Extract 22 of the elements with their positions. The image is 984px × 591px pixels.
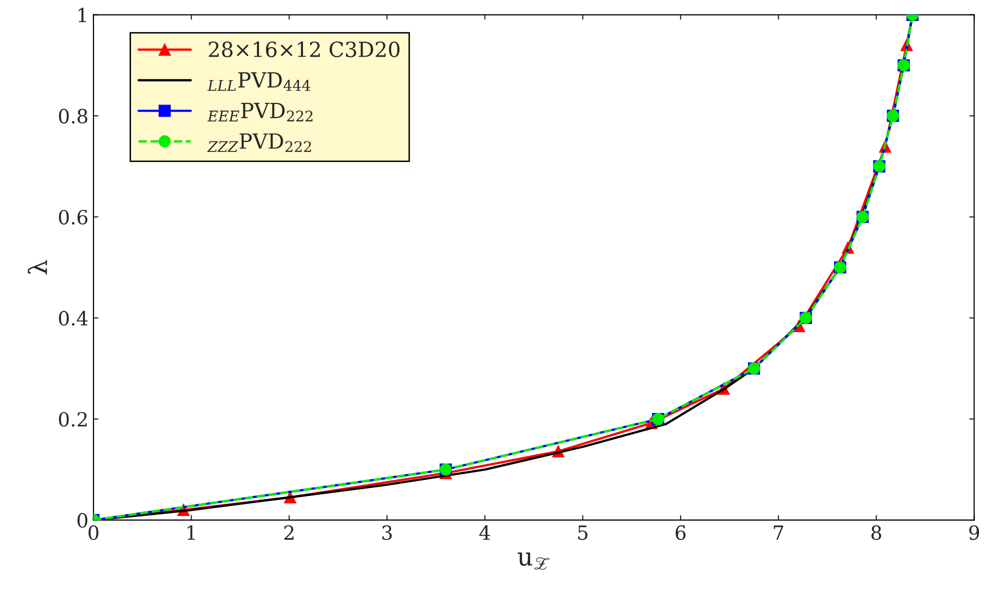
y-tick-label: 0.8 bbox=[58, 108, 88, 124]
legend-label: 28×16×12 C3D20 bbox=[208, 41, 400, 58]
x-tick-label: 7 bbox=[774, 526, 784, 540]
x-tick-label: 3 bbox=[382, 525, 392, 540]
x-tick-label: 5 bbox=[578, 526, 588, 540]
legend-label: $_{EEE}$PVD$_{222}$ bbox=[207, 102, 312, 122]
x-tick-label: 6 bbox=[676, 525, 686, 540]
legend-label: $_{ZZZ}$PVD$_{222}$ bbox=[207, 133, 311, 152]
y-axis-title: λ bbox=[28, 260, 47, 274]
x-tick-label: 9 bbox=[969, 525, 980, 540]
legend-label: $_{LLL}$PVD$_{444}$ bbox=[207, 72, 310, 91]
x-tick-label: 2 bbox=[284, 525, 294, 540]
x-tick-label: 8 bbox=[871, 525, 882, 540]
y-tick-label: 0.4 bbox=[58, 310, 88, 326]
y-tick-label: 0.6 bbox=[58, 210, 88, 225]
y-tick-label: 0 bbox=[78, 513, 88, 528]
x-tick-label: 0 bbox=[88, 525, 98, 540]
x-axis-title: u$_{𝒵}$ bbox=[518, 552, 550, 570]
x-tick-label: 4 bbox=[479, 525, 490, 540]
y-tick-label: 0.2 bbox=[58, 412, 87, 427]
x-tick-label: 1 bbox=[188, 525, 195, 540]
y-tick-label: 1 bbox=[78, 8, 86, 22]
